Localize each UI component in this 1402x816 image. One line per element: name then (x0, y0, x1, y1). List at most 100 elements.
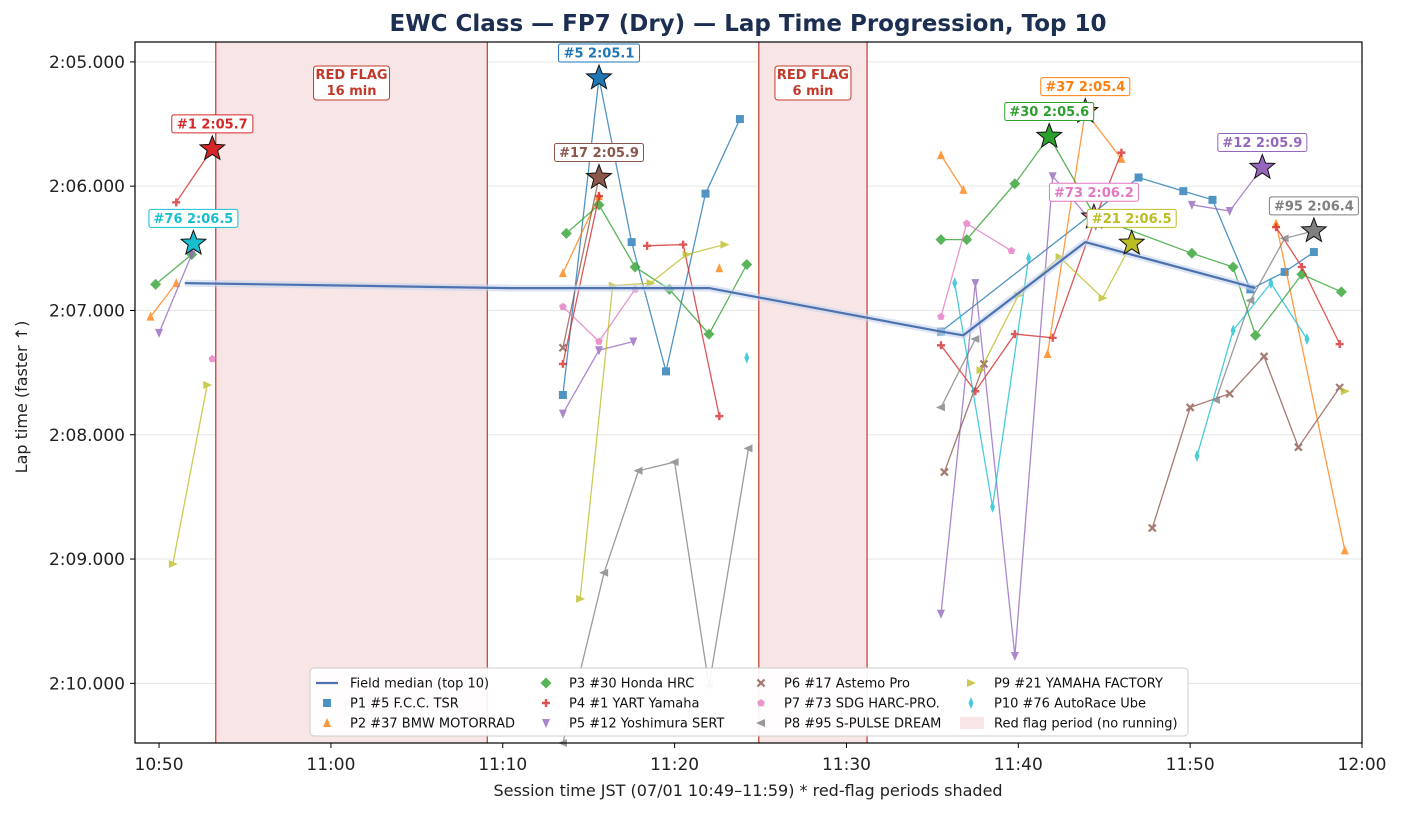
data-point (1098, 294, 1108, 303)
series-line (172, 384, 208, 565)
legend-swatch (540, 677, 552, 689)
data-point (1043, 348, 1052, 358)
data-point (935, 403, 945, 412)
legend-item: Field median (top 10) (316, 677, 489, 692)
legend-item: P2 #37 BMW MOTORRAD (323, 717, 515, 732)
legend-label: Field median (top 10) (350, 677, 489, 692)
legend-item: P5 #12 Yoshimura SERT (542, 717, 725, 732)
legend-label: Red flag period (no running) (994, 717, 1178, 732)
data-point (1048, 172, 1057, 182)
data-point (1186, 247, 1198, 259)
best-lap-label-box (148, 208, 239, 228)
data-point (1280, 267, 1289, 276)
legend-label: P4 #1 YART Yamaha (569, 697, 699, 712)
data-point (936, 341, 945, 350)
best-lap-label-box (1004, 101, 1095, 121)
y-tick-label: 2:09.000 (49, 550, 125, 570)
data-point (629, 261, 641, 273)
legend-swatch (542, 719, 550, 728)
best-lap-label: #37 2:05.4 (1045, 80, 1125, 95)
data-point (952, 277, 958, 290)
data-point (936, 150, 945, 160)
red-flag-duration: 6 min (793, 84, 834, 99)
data-point (1185, 403, 1195, 412)
legend-swatch (756, 678, 766, 688)
data-point (633, 466, 643, 475)
best-lap-star (1118, 228, 1146, 256)
series-10 (190, 237, 1310, 513)
legend-item: Red flag period (no running) (960, 717, 1178, 732)
red-flag-period (215, 42, 488, 743)
best-lap-label-box (171, 114, 254, 134)
series-line (943, 363, 985, 473)
legend-label: P9 #21 YAMAHA FACTORY (994, 677, 1163, 692)
data-point (1340, 387, 1350, 396)
data-point (1194, 449, 1200, 462)
series-line (941, 135, 1342, 337)
median-line (184, 240, 1256, 337)
legend-label: P10 #76 AutoRace Ube (994, 697, 1146, 712)
series-line (940, 152, 1123, 393)
data-point (744, 351, 750, 364)
series-7 (208, 213, 1098, 363)
data-point (1230, 324, 1236, 337)
data-point (627, 238, 636, 247)
legend-swatch (323, 718, 331, 727)
best-lap-label-box (557, 43, 641, 63)
data-point (1340, 545, 1349, 555)
data-point (594, 192, 603, 201)
series-line (155, 253, 193, 285)
red-flag-label: RED FLAG (315, 68, 387, 83)
data-point (715, 263, 724, 273)
legend-swatch (968, 697, 974, 709)
best-lap-star (1248, 153, 1277, 180)
data-point (558, 359, 567, 368)
data-point (935, 234, 947, 246)
legend-label: P6 #17 Astemo Pro (784, 677, 910, 692)
data-point (1268, 277, 1274, 290)
data-point (1249, 329, 1261, 341)
x-tick-label: 11:10 (478, 755, 527, 775)
series-line (1196, 281, 1308, 457)
best-lap-star (585, 163, 613, 190)
data-point (559, 302, 567, 310)
data-point (595, 337, 603, 345)
chart-title: EWC Class — FP7 (Dry) — Lap Time Progres… (390, 11, 1107, 37)
best-lap-label: #73 2:06.2 (1054, 186, 1134, 201)
best-lap-label-box (1048, 182, 1139, 202)
red-flag-label-box (774, 65, 852, 101)
data-point (990, 500, 996, 513)
best-lap-star (1300, 216, 1328, 243)
data-point (172, 198, 181, 207)
series-line (562, 195, 600, 365)
best-lap-star (179, 228, 208, 256)
best-lap-label: #30 2:05.6 (1009, 105, 1089, 120)
best-lap-label-box (553, 142, 644, 162)
best-lap-label-box (1268, 196, 1359, 216)
x-axis-label: Session time JST (07/01 10:49–11:59) * r… (493, 781, 1002, 800)
best-lap-star (198, 134, 227, 161)
legend-label: P5 #12 Yoshimura SERT (569, 717, 725, 732)
data-point (936, 609, 945, 619)
data-point (643, 241, 652, 250)
data-point (576, 594, 586, 603)
best-lap-label: #21 2:06.5 (1092, 212, 1172, 227)
data-point (594, 346, 603, 356)
data-point (1335, 340, 1344, 349)
data-point (962, 219, 971, 227)
data-point (172, 278, 181, 288)
series-line (1275, 223, 1346, 551)
series-line (565, 203, 748, 336)
series-line (149, 282, 177, 318)
data-point (1117, 148, 1126, 157)
series-line (1151, 355, 1341, 529)
y-axis-label: Lap time (faster ↑) (12, 321, 31, 474)
legend-item: P7 #73 SDG HARC-PRO. (757, 697, 940, 712)
legend-label: P2 #37 BMW MOTORRAD (350, 717, 515, 732)
legend-item: P1 #5 F.C.C. TSR (323, 697, 459, 712)
data-point (1335, 286, 1347, 298)
data-point (1227, 261, 1239, 273)
red-flag-duration: 16 min (327, 84, 377, 99)
y-tick-label: 2:05.000 (49, 53, 125, 73)
